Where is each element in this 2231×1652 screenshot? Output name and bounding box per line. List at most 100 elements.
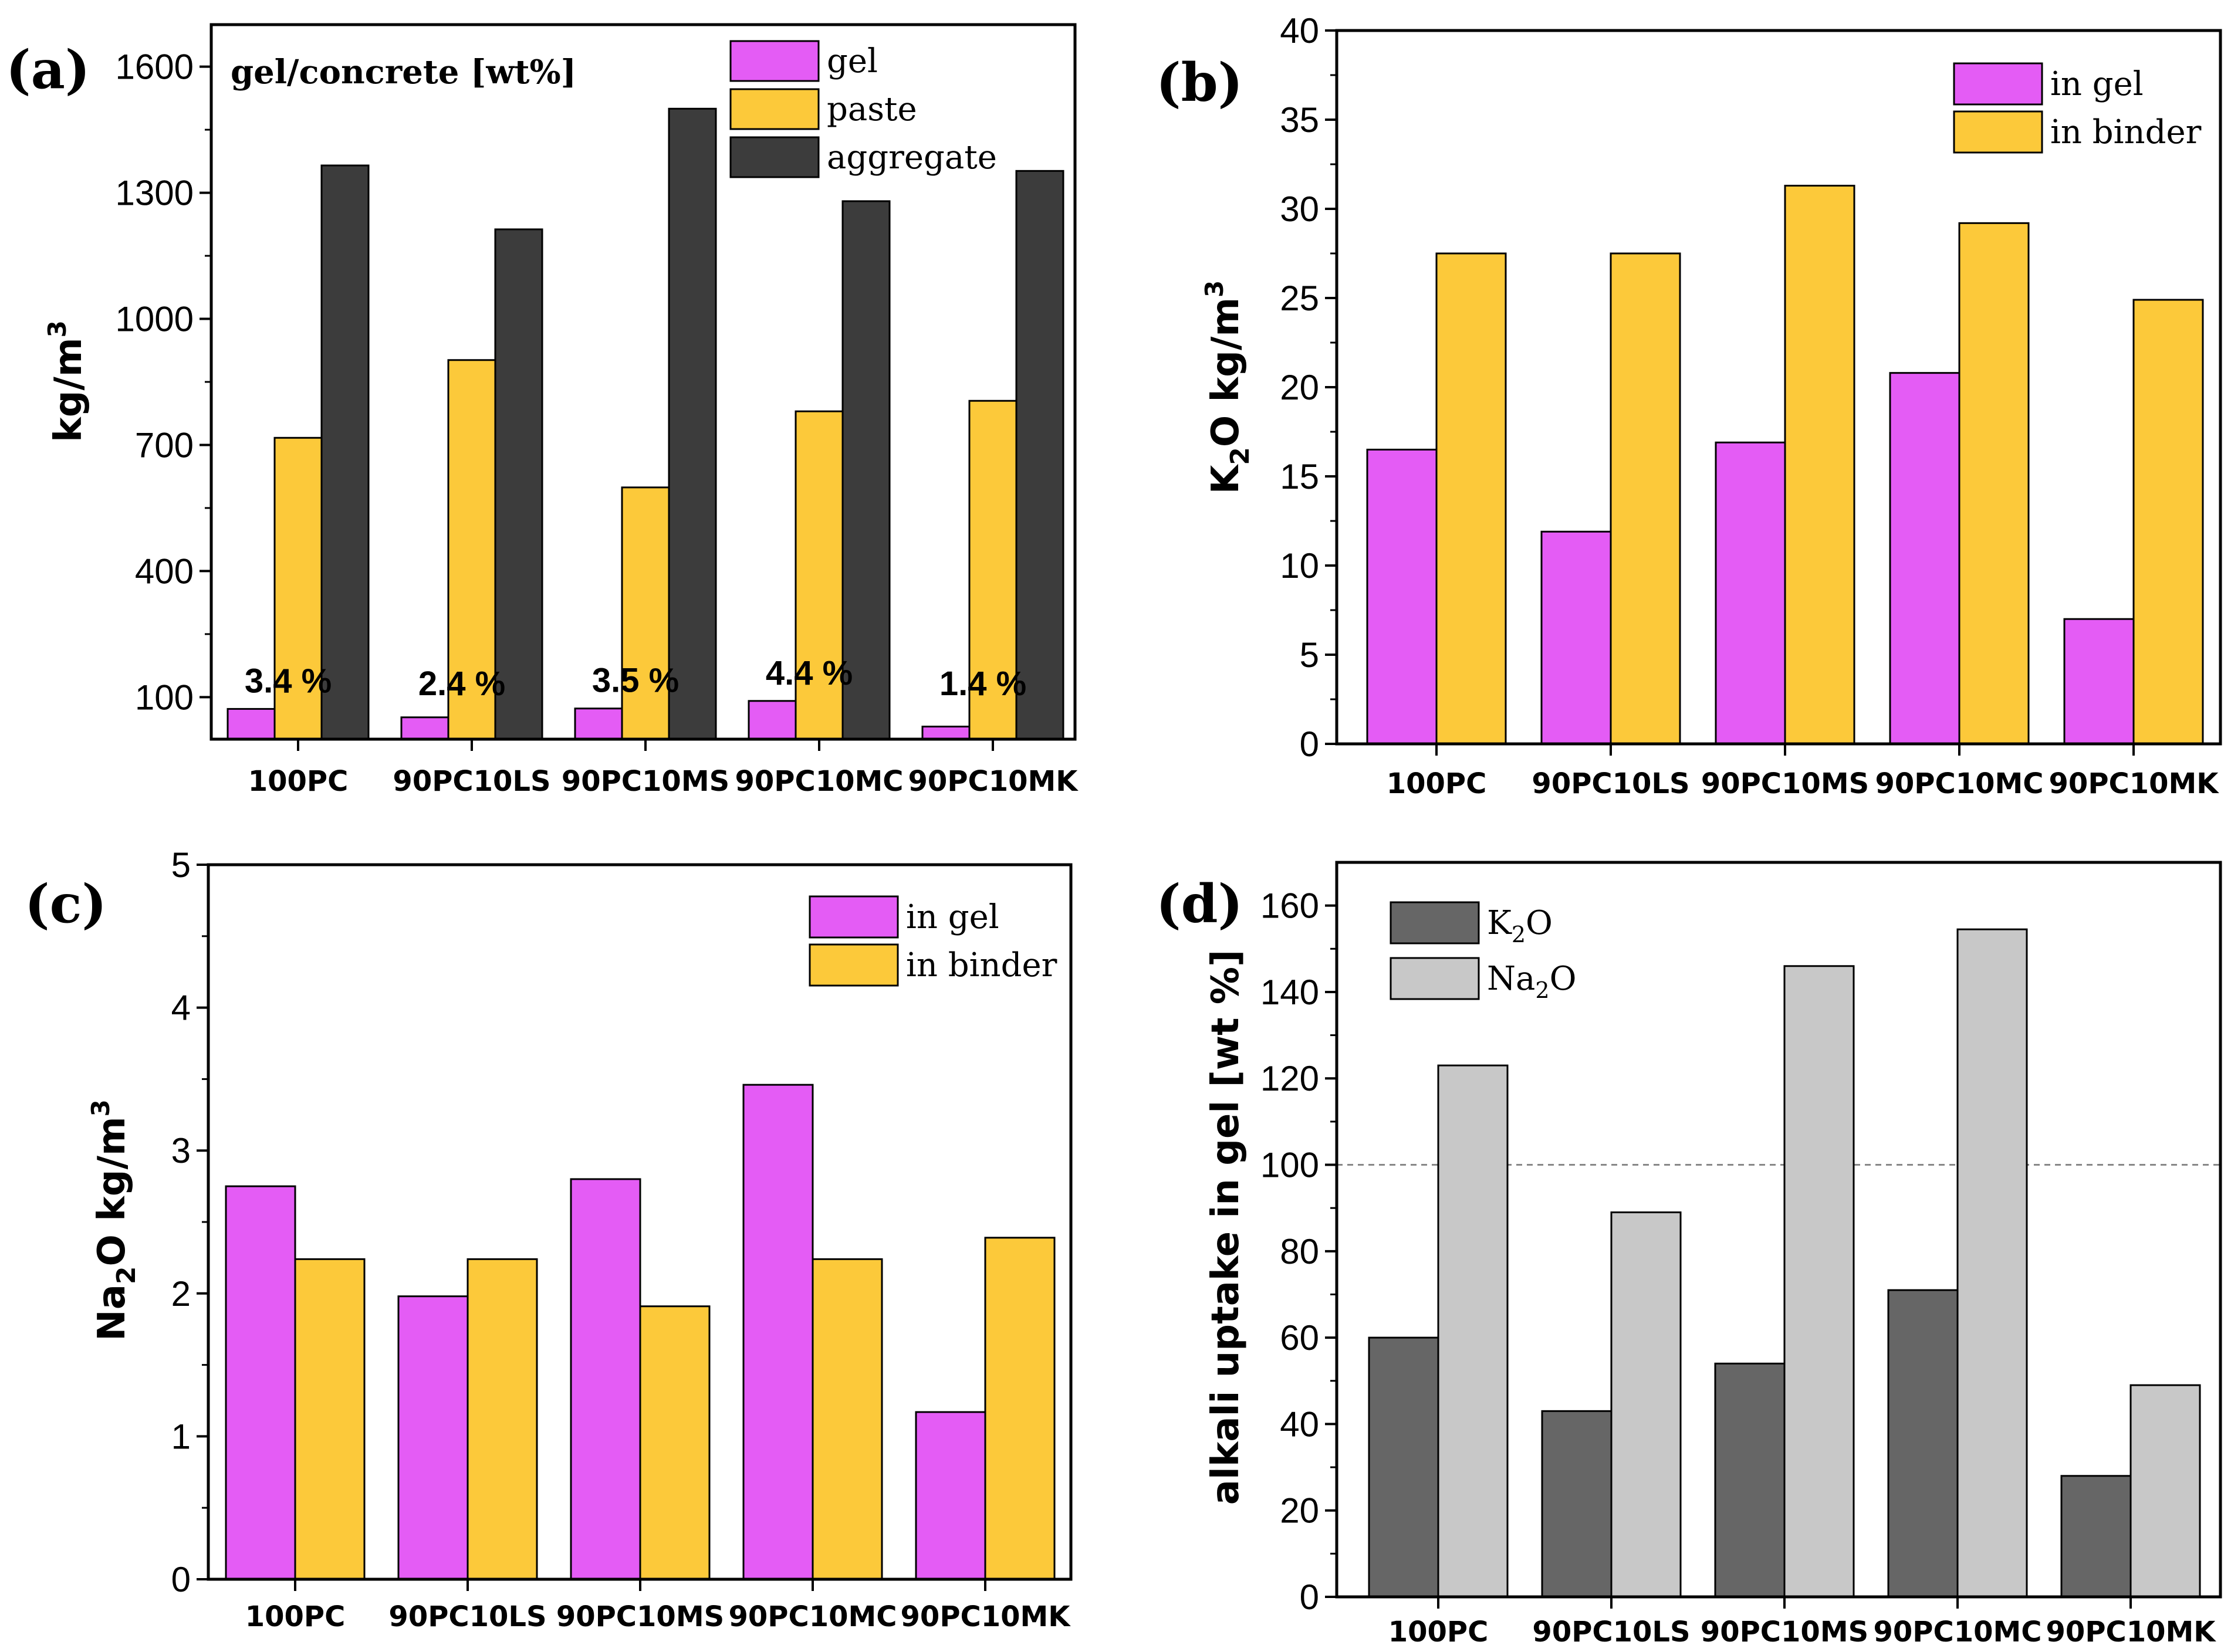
y-tick-label-c-5: 5 [171,845,191,885]
bar-a-gel-90pc10mk [921,726,971,740]
x-tick-label-c-90pc10ms: 90PC10MS [556,1600,724,1633]
bar-c-in-binder-90pc10ls [467,1258,538,1580]
y-tick-label-d-0: 0 [1300,1577,1319,1617]
legend-label-c-1: in binder [906,946,1057,984]
gel-percentage-annotation-2: 3.5 % [592,662,679,700]
y-tick-label-a-1000: 1000 [116,300,194,339]
panel-c-label: (c) [25,873,107,935]
y-tick-label-d-120: 120 [1260,1059,1319,1098]
gel-percentage-annotation-4: 1.4 % [939,665,1026,703]
legend-swatch-c-0 [809,895,899,939]
panel-c-legend: in gel in binder [809,895,1057,987]
panel-c-y-axis-label: Na2O kg/m3 [86,1099,141,1341]
y-tick-label-b-25: 25 [1280,279,1319,318]
y-tick-label-c-1: 1 [171,1417,191,1456]
bar-c-in-gel-90pc10ms [570,1178,641,1580]
y-tick-label-a-1300: 1300 [116,174,194,213]
bar-c-in-binder-90pc10mk [984,1237,1056,1580]
bar-b-in-gel-90pc10ls [1540,530,1612,745]
legend-swatch-a-2 [729,136,820,178]
bar-a-aggregate-90pc10ls [494,228,543,740]
x-tick-label-d-90pc10ls: 90PC10LS [1532,1616,1690,1648]
panel-d-chart: (d) 0 20 40 60 80 100 120 140 160 100PC 90PC10LS 9… [1156,861,2222,1648]
x-tick-label-b-90pc10mk: 90PC10MK [2049,767,2220,800]
panel-c-chart: (c) 0 1 2 3 4 5 100PC 90PC10LS 90PC10MS 90PC10MC… [25,845,1073,1633]
bar-c-in-gel-90pc10mc [742,1084,814,1580]
y-tick-label-d-160: 160 [1260,886,1319,926]
legend-swatch-a-0 [729,40,820,82]
bar-d-k2o-90pc10mc [1887,1289,1959,1598]
bar-d-k2o-90pc10mk [2060,1475,2132,1598]
x-tick-label-a-90pc10ls: 90PC10LS [393,765,550,798]
x-tick-label-c-90pc10mk: 90PC10MK [901,1600,1071,1633]
bar-b-in-binder-90pc10ls [1610,252,1681,745]
bar-a-gel-90pc10mc [748,700,797,740]
y-tick-label-b-0: 0 [1300,725,1319,764]
panel-d-label: (d) [1156,873,1243,935]
bar-a-aggregate-90pc10mk [1015,170,1064,740]
panel-b-label: (b) [1156,52,1243,114]
bar-d-na2o-90pc10mc [1956,928,2028,1598]
panel-a-title: gel/concrete [wt%] [231,53,576,92]
bar-b-in-binder-90pc10mc [1958,222,2030,745]
gel-percentage-annotation-0: 3.4 % [245,662,332,700]
y-tick-label-c-0: 0 [171,1560,191,1599]
panel-a-legend: gel paste aggregate [729,40,997,178]
x-tick-label-a-100pc: 100PC [248,765,349,798]
y-tick-label-d-40: 40 [1280,1404,1319,1444]
bar-d-na2o-90pc10mk [2129,1384,2201,1598]
x-tick-label-b-90pc10ms: 90PC10MS [1701,767,1869,800]
bar-a-gel-100pc [227,707,276,740]
bar-d-na2o-100pc [1437,1064,1509,1598]
y-tick-label-b-35: 35 [1280,100,1319,140]
x-tick-label-a-90pc10mk: 90PC10MK [908,765,1079,798]
legend-swatch-b-1 [1953,110,2043,154]
bar-d-k2o-90pc10ms [1714,1362,1786,1598]
y-tick-label-d-80: 80 [1280,1232,1319,1271]
y-tick-label-c-2: 2 [171,1274,191,1314]
bar-a-paste-90pc10ms [621,486,670,740]
x-tick-label-d-90pc10mc: 90PC10MC [1874,1616,2042,1648]
panel-b-chart: (b) 0 5 10 15 20 25 30 35 40 100PC 90PC10LS 90PC10… [1156,11,2222,800]
y-tick-label-b-20: 20 [1280,368,1319,407]
legend-swatch-a-1 [729,88,820,130]
bar-a-paste-90pc10ls [447,359,496,740]
gel-percentage-annotation-1: 2.4 % [418,665,505,703]
bar-c-in-gel-90pc10mk [915,1411,986,1580]
y-tick-label-c-4: 4 [171,989,191,1028]
y-tick-label-b-10: 10 [1280,546,1319,585]
legend-label-a-0: gel [827,42,878,80]
bar-c-in-gel-100pc [225,1185,296,1580]
legend-label-a-2: aggregate [827,138,997,177]
bar-c-in-gel-90pc10ls [397,1295,469,1580]
panel-d-y-axis-label: alkali uptake in gel [wt %] [1204,950,1248,1505]
bar-a-gel-90pc10ls [400,716,449,740]
x-tick-label-b-90pc10mc: 90PC10MC [1875,767,2044,800]
x-tick-label-d-90pc10ms: 90PC10MS [1701,1616,1868,1648]
panel-d-axes-frame [1335,861,2222,1599]
y-tick-label-c-3: 3 [171,1131,191,1170]
bar-b-in-gel-90pc10mk [2063,618,2135,745]
y-tick-label-d-20: 20 [1280,1491,1319,1531]
bar-b-in-binder-90pc10ms [1784,184,1855,745]
bar-a-aggregate-90pc10mc [841,200,891,740]
y-tick-label-a-700: 700 [135,425,194,465]
bar-d-na2o-90pc10ls [1610,1211,1682,1598]
x-tick-label-d-90pc10mk: 90PC10MK [2046,1616,2217,1648]
bar-c-in-binder-100pc [294,1258,366,1580]
bar-d-na2o-90pc10ms [1783,965,1855,1598]
legend-label-b-1: in binder [2050,113,2202,151]
x-tick-label-a-90pc10mc: 90PC10MC [735,765,904,798]
x-tick-label-c-90pc10mc: 90PC10MC [729,1600,897,1633]
y-tick-label-b-40: 40 [1280,11,1319,50]
y-tick-label-d-140: 140 [1260,973,1319,1012]
panel-b-y-axis-label: K2O kg/m3 [1200,280,1255,495]
bar-c-in-binder-90pc10ms [639,1305,711,1580]
y-tick-label-b-15: 15 [1280,457,1319,496]
legend-label-a-1: paste [827,90,917,128]
y-tick-label-a-1600: 1600 [116,48,194,87]
x-tick-label-c-90pc10ls: 90PC10LS [388,1600,546,1633]
bar-a-aggregate-90pc10ms [668,107,717,740]
panel-d-legend: K2O Na2O [1390,901,1577,1003]
y-tick-label-a-100: 100 [135,678,194,717]
